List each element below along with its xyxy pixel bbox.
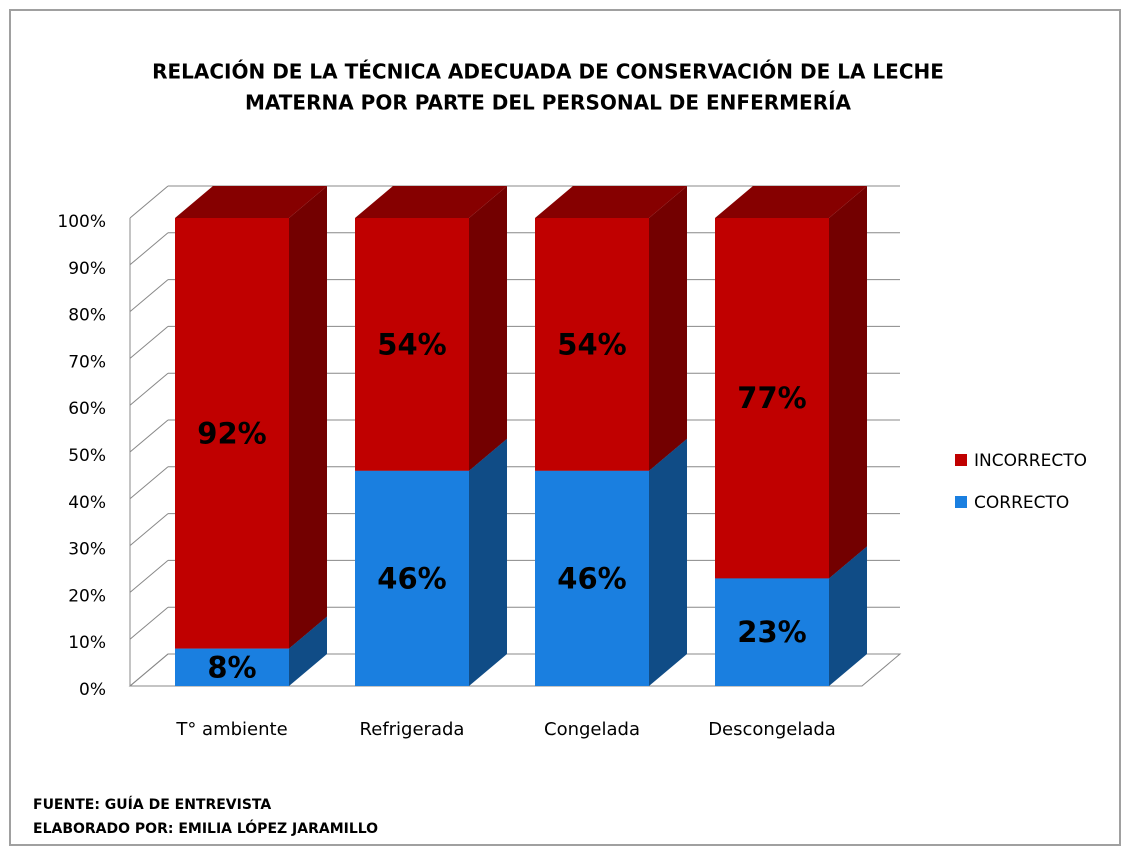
value-label: 23% [737,615,806,649]
x-tick-label: Refrigerada [360,719,465,740]
bar-top [535,186,687,218]
source: FUENTE: GUÍA DE ENTREVISTA [33,796,271,813]
legend-label: CORRECTO [974,493,1069,513]
grid-line [129,232,169,266]
bar-side [289,186,327,649]
legend-swatch [955,454,967,466]
y-tick-label: 30% [68,540,106,560]
x-tick-label: Congelada [544,719,640,740]
grid-line [129,560,169,593]
bar-side [469,186,507,471]
bar-top [715,186,867,218]
y-tick-label: 60% [68,399,106,419]
grid-line [129,279,169,312]
bar [715,578,829,686]
legend-label: INCORRECTO [974,451,1087,471]
bar-side [829,186,867,579]
value-label: 8% [207,650,256,684]
bar [175,218,289,649]
y-tick-label: 0% [79,680,106,700]
chart-title: MATERNA POR PARTE DEL PERSONAL DE ENFERM… [245,91,852,115]
bar-side [469,438,507,686]
grid-line [129,466,169,500]
y-tick-label: 10% [68,633,106,653]
x-tick-label: T° ambiente [175,719,287,740]
value-label: 54% [557,327,626,361]
bar-side [829,546,867,686]
y-tick-label: 70% [68,352,106,372]
bar [535,470,649,686]
grid-line [129,653,169,687]
bar [715,218,829,579]
y-tick-label: 90% [68,259,106,279]
bar [355,470,469,686]
y-tick-label: 50% [68,446,106,466]
y-tick-label: 20% [68,586,106,606]
bar-side [649,186,687,471]
grid-line [129,606,169,640]
value-label: 54% [377,327,446,361]
grid-line [129,513,169,546]
x-tick-label: Descongelada [708,719,836,740]
value-label: 77% [737,381,806,415]
grid-line [129,419,169,453]
legend-swatch [955,496,967,508]
bar-side [649,438,687,686]
y-tick-label: 100% [57,212,106,232]
chart-title: RELACIÓN DE LA TÉCNICA ADECUADA DE CONSE… [152,60,944,84]
bar-side [289,616,327,686]
bar [535,218,649,471]
value-label: 46% [557,561,626,595]
y-tick-label: 40% [68,493,106,513]
value-label: 46% [377,561,446,595]
y-tick-label: 80% [68,306,106,326]
bar [355,218,469,471]
grid-line [129,326,169,359]
value-label: 92% [197,416,266,450]
bar [175,648,289,686]
bar-top [175,186,327,218]
grid-line [129,372,169,406]
credit: ELABORADO POR: EMILIA LÓPEZ JARAMILLO [33,819,378,837]
grid-line [129,185,169,219]
bar-top [355,186,507,218]
